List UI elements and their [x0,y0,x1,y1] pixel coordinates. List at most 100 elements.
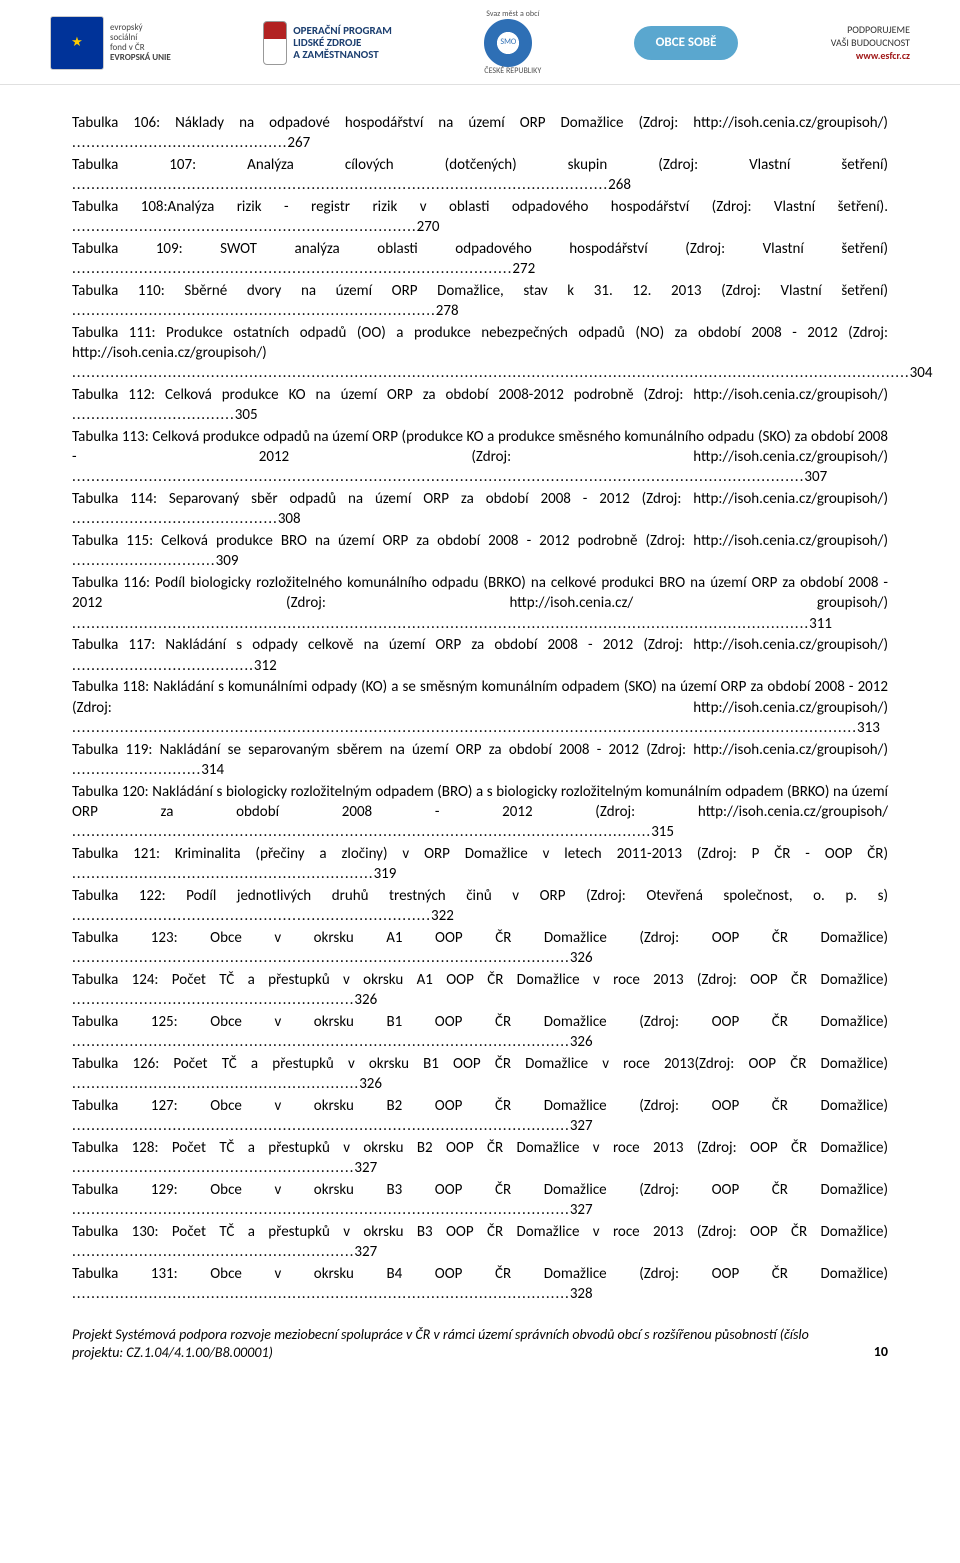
op-text: OPERAČNÍ PROGRAM LIDSKÉ ZDROJE A ZAMĚSTN… [293,25,392,61]
op-line: A ZAMĚSTNANOST [293,49,392,61]
toc-entry-page: 315 [651,823,674,841]
toc-leader-dots: ........................................… [72,719,857,737]
toc-entry-text: Tabulka 107: Analýza cílových (dotčených… [72,156,888,174]
toc-leader-dots: ........................................… [72,1201,570,1219]
toc-leader-dots: ...................................... [72,657,254,675]
toc-entry-text: Tabulka 111: Produkce ostatních odpadů (… [72,324,888,362]
toc-entry-text: Tabulka 108:Analýza rizik - registr rizi… [72,198,888,216]
toc-leader-dots: ........................................… [72,364,910,382]
toc-entry-page: 308 [278,510,301,528]
toc-entry-text: Tabulka 122: Podíl jednotlivých druhů tr… [72,887,888,905]
toc-leader-dots: ........................... [72,761,201,779]
toc-entry-page: 267 [287,134,310,152]
toc-entry-text: Tabulka 121: Kriminalita (přečiny a zloč… [72,845,888,863]
toc-entry-text: Tabulka 112: Celková produkce KO na územ… [72,386,888,404]
toc-entry: Tabulka 106: Náklady na odpadové hospodá… [72,113,888,154]
toc-entry-page: 327 [570,1117,593,1135]
smo-top: Svaz měst a obcí [484,10,541,19]
toc-entry-text: Tabulka 116: Podíl biologicky rozložitel… [72,574,888,612]
toc-leader-dots: ........................................… [72,991,354,1009]
op-person-icon [263,21,287,65]
toc-entry-page: 314 [201,761,224,779]
toc-entry: Tabulka 108:Analýza rizik - registr rizi… [72,197,888,238]
toc-entry: Tabulka 130: Počet TČ a přestupků v okrs… [72,1222,888,1263]
toc-entry-text: Tabulka 125: Obce v okrsku B1 OOP ČR Dom… [72,1013,888,1031]
toc-entry: Tabulka 115: Celková produkce BRO na úze… [72,531,888,572]
toc-leader-dots: ........................................… [72,134,287,152]
toc-entry-page: 312 [254,657,277,675]
eu-flag-icon: ★ [59,31,95,55]
toc-entry: Tabulka 110: Sběrné dvory na území ORP D… [72,281,888,322]
smo-logo-block: Svaz měst a obcí SMO ČESKÉ REPUBLIKY [484,10,541,76]
toc-leader-dots: ........................................… [72,1075,359,1093]
toc-entry-page: 309 [216,552,239,570]
toc-leader-dots: ........................................… [72,1159,354,1177]
toc-leader-dots: ........................................… [72,865,374,883]
header-band: ★ evropský sociální fond v ČR EVROPSKÁ U… [0,0,960,85]
toc-entry: Tabulka 120: Nakládání s biologicky rozl… [72,782,888,843]
toc-entry-text: Tabulka 110: Sběrné dvory na území ORP D… [72,282,888,300]
toc-leader-dots: .............................. [72,552,216,570]
esf-icon: ★ [50,16,104,70]
toc-entry: Tabulka 131: Obce v okrsku B4 OOP ČR Dom… [72,1264,888,1305]
esf-text: evropský sociální fond v ČR EVROPSKÁ UNI… [110,23,171,63]
toc-entry: Tabulka 122: Podíl jednotlivých druhů tr… [72,886,888,927]
toc-entry-text: Tabulka 123: Obce v okrsku A1 OOP ČR Dom… [72,929,888,947]
toc-entry-page: 327 [354,1243,377,1261]
toc-entry-text: Tabulka 129: Obce v okrsku B3 OOP ČR Dom… [72,1181,888,1199]
eu-label: EVROPSKÁ UNIE [110,53,171,63]
toc-entry: Tabulka 129: Obce v okrsku B3 OOP ČR Dom… [72,1180,888,1221]
toc-leader-dots: ........................................… [72,218,417,236]
toc-entry-text: Tabulka 114: Separovaný sběr odpadů na ú… [72,490,888,508]
smo-badge-icon: SMO [484,19,532,67]
toc-entry-page: 328 [570,1285,593,1303]
toc-entry: Tabulka 117: Nakládání s odpady celkově … [72,635,888,676]
toc-leader-dots: ........................................… [72,510,278,528]
toc-entry-text: Tabulka 127: Obce v okrsku B2 OOP ČR Dom… [72,1097,888,1115]
smo-badge-text: SMO [500,37,516,48]
smo-bottom: ČESKÉ REPUBLIKY [484,67,541,76]
toc-leader-dots: .................................. [72,406,235,424]
support-line1: PODPORUJEME [831,23,910,36]
toc-entry-page: 272 [512,260,535,278]
toc-leader-dots: ........................................… [72,615,809,633]
support-line2: VAŠI BUDOUCNOST [831,36,910,49]
toc-leader-dots: ........................................… [72,260,512,278]
toc-entry: Tabulka 119: Nakládání se separovaným sb… [72,740,888,781]
toc-entry-text: Tabulka 126: Počet TČ a přestupků v okrs… [72,1055,888,1073]
footer-project-text: Projekt Systémová podpora rozvoje meziob… [72,1326,852,1362]
toc-entry: Tabulka 124: Počet TČ a přestupků v okrs… [72,970,888,1011]
toc-entry-page: 326 [570,1033,593,1051]
op-logo-block: OPERAČNÍ PROGRAM LIDSKÉ ZDROJE A ZAMĚSTN… [263,21,392,65]
support-url: www.esfcr.cz [831,49,910,62]
toc-entry-text: Tabulka 118: Nakládání s komunálními odp… [72,678,888,716]
toc-entry: Tabulka 116: Podíl biologicky rozložitel… [72,573,888,634]
toc-entry: Tabulka 107: Analýza cílových (dotčených… [72,155,888,196]
toc-entry: Tabulka 125: Obce v okrsku B1 OOP ČR Dom… [72,1012,888,1053]
support-text-block: PODPORUJEME VAŠI BUDOUCNOST www.esfcr.cz [831,23,910,62]
toc-leader-dots: ........................................… [72,302,436,320]
toc-entry-page: 307 [804,468,827,486]
toc-entry-page: 326 [354,991,377,1009]
obce-sobe-pill: OBCE SOBĚ [634,26,739,60]
toc-leader-dots: ........................................… [72,1033,570,1051]
toc-entry-text: Tabulka 119: Nakládání se separovaným sb… [72,741,888,759]
toc-entry-text: Tabulka 117: Nakládání s odpady celkově … [72,636,888,654]
toc-entry-page: 326 [359,1075,382,1093]
toc-entry: Tabulka 127: Obce v okrsku B2 OOP ČR Dom… [72,1096,888,1137]
toc-entry-page: 327 [354,1159,377,1177]
toc-entry-page: 326 [570,949,593,967]
page-footer: Projekt Systémová podpora rozvoje meziob… [0,1326,960,1380]
toc-entry-text: Tabulka 115: Celková produkce BRO na úze… [72,532,888,550]
toc-leader-dots: ........................................… [72,176,608,194]
toc-entry-page: 311 [809,615,832,633]
toc-entry: Tabulka 112: Celková produkce KO na územ… [72,385,888,426]
page-number: 10 [874,1343,888,1362]
toc-leader-dots: ........................................… [72,1117,570,1135]
toc-entry-page: 268 [608,176,631,194]
toc-content: Tabulka 106: Náklady na odpadové hospodá… [0,85,960,1326]
toc-entry-text: Tabulka 109: SWOT analýza oblasti odpado… [72,240,888,258]
toc-leader-dots: ........................................… [72,468,804,486]
toc-entry: Tabulka 123: Obce v okrsku A1 OOP ČR Dom… [72,928,888,969]
toc-entry-text: Tabulka 124: Počet TČ a přestupků v okrs… [72,971,888,989]
